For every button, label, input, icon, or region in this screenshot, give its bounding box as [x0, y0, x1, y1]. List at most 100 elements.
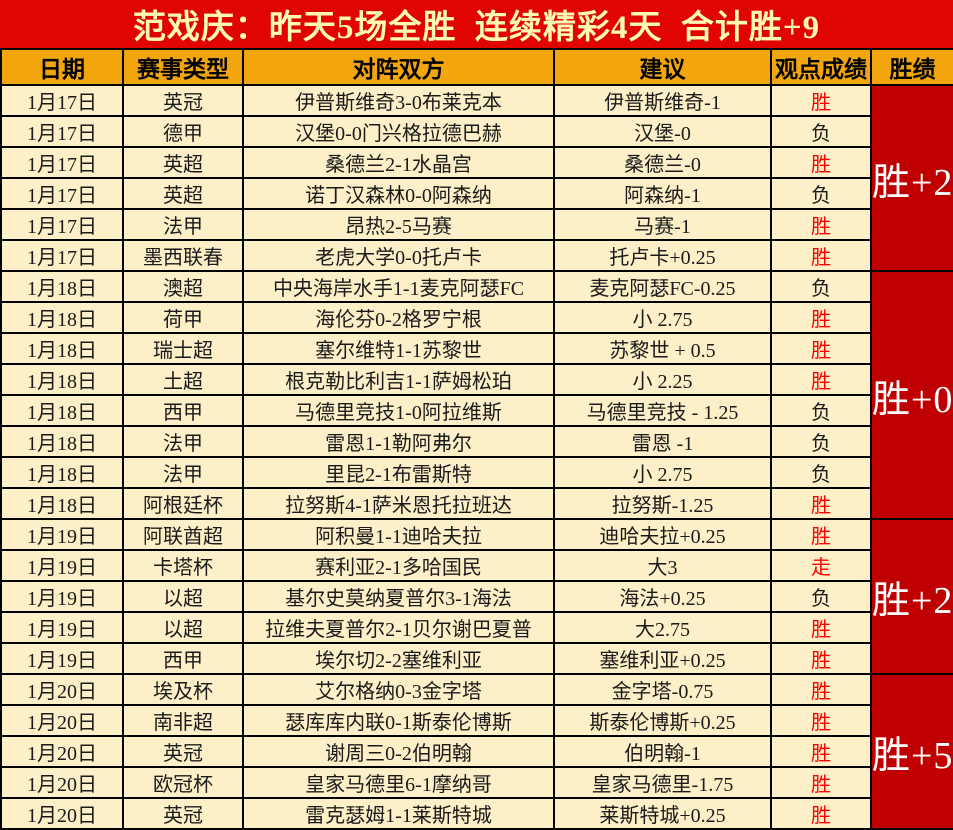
table-row: 1月19日 阿联酋超 阿积曼1-1迪哈夫拉 迪哈夫拉+0.25 胜胜+2	[0, 518, 953, 675]
cell-result: 胜	[770, 642, 872, 675]
cell-date: 1月17日	[0, 208, 124, 241]
cell-match: 中央海岸水手1-1麦克阿瑟FC	[242, 270, 555, 303]
cell-result: 胜	[770, 301, 872, 334]
cell-match: 诺丁汉森林0-0阿森纳	[242, 177, 555, 210]
cell-date: 1月17日	[0, 177, 124, 210]
cell-match: 埃尔切2-2塞维利亚	[242, 642, 555, 675]
cell-advice: 苏黎世 + 0.5	[553, 332, 772, 365]
cell-date: 1月20日	[0, 735, 124, 768]
cell-date: 1月18日	[0, 394, 124, 427]
cell-league: 埃及杯	[122, 673, 244, 706]
cell-date: 1月18日	[0, 270, 124, 303]
cell-advice: 海法+0.25	[553, 580, 772, 613]
table-row: 1月20日 南非超 瑟库库内联0-1斯泰伦博斯 斯泰伦博斯+0.25 胜	[0, 704, 953, 737]
cell-result: 胜	[770, 332, 872, 365]
cell-result: 负	[770, 425, 872, 458]
table-row: 1月17日 英冠 伊普斯维奇3-0布莱克本 伊普斯维奇-1 胜胜+2	[0, 84, 953, 272]
cell-date: 1月18日	[0, 425, 124, 458]
cell-date: 1月19日	[0, 518, 124, 551]
page-title: 范戏庆：昨天5场全胜 连续精彩4天 合计胜+9	[0, 0, 953, 48]
cell-advice: 麦克阿瑟FC-0.25	[553, 270, 772, 303]
cell-date: 1月17日	[0, 146, 124, 179]
cell-date: 1月18日	[0, 456, 124, 489]
cell-result: 负	[770, 456, 872, 489]
cell-advice: 大2.75	[553, 611, 772, 644]
cell-match: 赛利亚2-1多哈国民	[242, 549, 555, 582]
col-header-league: 赛事类型	[122, 48, 244, 86]
cell-advice: 小 2.75	[553, 301, 772, 334]
cell-league: 法甲	[122, 208, 244, 241]
cell-result: 胜	[770, 146, 872, 179]
col-header-date: 日期	[0, 48, 124, 86]
cell-league: 澳超	[122, 270, 244, 303]
cell-league: 英冠	[122, 797, 244, 830]
cell-date: 1月19日	[0, 642, 124, 675]
cell-match: 塞尔维特1-1苏黎世	[242, 332, 555, 365]
cell-match: 皇家马德里6-1摩纳哥	[242, 766, 555, 799]
cell-match: 伊普斯维奇3-0布莱克本	[242, 84, 555, 117]
cell-advice: 伊普斯维奇-1	[553, 84, 772, 117]
table-row: 1月17日 墨西联春 老虎大学0-0托卢卡 托卢卡+0.25 胜	[0, 239, 953, 272]
table-row: 1月17日 法甲 昂热2-5马赛 马赛-1 胜	[0, 208, 953, 241]
cell-date: 1月20日	[0, 766, 124, 799]
cell-league: 欧冠杯	[122, 766, 244, 799]
cell-match: 拉维夫夏普尔2-1贝尔谢巴夏普	[242, 611, 555, 644]
table-row: 1月19日 以超 拉维夫夏普尔2-1贝尔谢巴夏普 大2.75 胜	[0, 611, 953, 644]
cell-match: 桑德兰2-1水晶宫	[242, 146, 555, 179]
cell-date: 1月19日	[0, 611, 124, 644]
cell-league: 瑞士超	[122, 332, 244, 365]
col-header-advice: 建议	[553, 48, 772, 86]
col-header-streak: 胜绩	[870, 48, 953, 86]
col-header-match: 对阵双方	[242, 48, 555, 86]
cell-league: 卡塔杯	[122, 549, 244, 582]
table-row: 1月18日 澳超 中央海岸水手1-1麦克阿瑟FC 麦克阿瑟FC-0.25 负胜+0	[0, 270, 953, 520]
cell-advice: 皇家马德里-1.75	[553, 766, 772, 799]
cell-league: 墨西联春	[122, 239, 244, 272]
cell-advice: 托卢卡+0.25	[553, 239, 772, 272]
cell-league: 英超	[122, 146, 244, 179]
table-row: 1月18日 西甲 马德里竞技1-0阿拉维斯 马德里竞技 - 1.25 负	[0, 394, 953, 427]
cell-league: 土超	[122, 363, 244, 396]
cell-date: 1月19日	[0, 549, 124, 582]
cell-advice: 马德里竞技 - 1.25	[553, 394, 772, 427]
cell-result: 负	[770, 177, 872, 210]
cell-result: 胜	[770, 208, 872, 241]
cell-match: 马德里竞技1-0阿拉维斯	[242, 394, 555, 427]
cell-league: 英超	[122, 177, 244, 210]
table-row: 1月18日 荷甲 海伦芬0-2格罗宁根小 2.75 胜	[0, 301, 953, 334]
cell-league: 南非超	[122, 704, 244, 737]
table-row: 1月18日 土超 根克勒比利吉1-1萨姆松珀小 2.25 胜	[0, 363, 953, 396]
cell-result: 负	[770, 580, 872, 613]
cell-date: 1月17日	[0, 84, 124, 117]
cell-match: 海伦芬0-2格罗宁根	[242, 301, 555, 334]
cell-league: 西甲	[122, 394, 244, 427]
table-body: 1月17日 英冠 伊普斯维奇3-0布莱克本 伊普斯维奇-1 胜胜+2 1月17日 德甲 汉堡0…	[0, 84, 953, 830]
table-row: 1月17日 英超 桑德兰2-1水晶宫 桑德兰-0 胜	[0, 146, 953, 179]
predictions-table: 日期 赛事类型 对阵双方 建议 观点成绩 胜绩 1月17日 英冠 伊普斯维奇3-0布…	[0, 48, 953, 830]
cell-match: 里昆2-1布雷斯特	[242, 456, 555, 489]
table-row: 1月20日 英冠 谢周三0-2伯明翰 伯明翰-1 胜	[0, 735, 953, 768]
cell-match: 拉努斯4-1萨米恩托拉班达	[242, 487, 555, 520]
cell-match: 根克勒比利吉1-1萨姆松珀	[242, 363, 555, 396]
table-row: 1月17日 德甲 汉堡0-0门兴格拉德巴赫 汉堡-0 负	[0, 115, 953, 148]
cell-league: 阿根廷杯	[122, 487, 244, 520]
cell-advice: 阿森纳-1	[553, 177, 772, 210]
table-row: 1月19日 卡塔杯 赛利亚2-1多哈国民 大3 走	[0, 549, 953, 582]
cell-advice: 拉努斯-1.25	[553, 487, 772, 520]
cell-match: 阿积曼1-1迪哈夫拉	[242, 518, 555, 551]
cell-match: 雷克瑟姆1-1莱斯特城	[242, 797, 555, 830]
table-row: 1月18日 法甲 雷恩1-1勒阿弗尔 雷恩 -1 负	[0, 425, 953, 458]
table-row: 1月19日 以超 基尔史莫纳夏普尔3-1海法 海法+0.25 负	[0, 580, 953, 613]
table-row: 1月18日 阿根廷杯 拉努斯4-1萨米恩托拉班达 拉努斯-1.25 胜	[0, 487, 953, 520]
cell-date: 1月18日	[0, 363, 124, 396]
cell-result: 负	[770, 270, 872, 303]
cell-result: 胜	[770, 84, 872, 117]
cell-advice: 小 2.25	[553, 363, 772, 396]
streak-cell: 胜+5	[870, 673, 953, 830]
cell-advice: 小 2.75	[553, 456, 772, 489]
cell-date: 1月20日	[0, 704, 124, 737]
cell-result: 胜	[770, 673, 872, 706]
cell-match: 艾尔格纳0-3金字塔	[242, 673, 555, 706]
table-row: 1月20日 英冠 雷克瑟姆1-1莱斯特城 莱斯特城+0.25 胜	[0, 797, 953, 830]
